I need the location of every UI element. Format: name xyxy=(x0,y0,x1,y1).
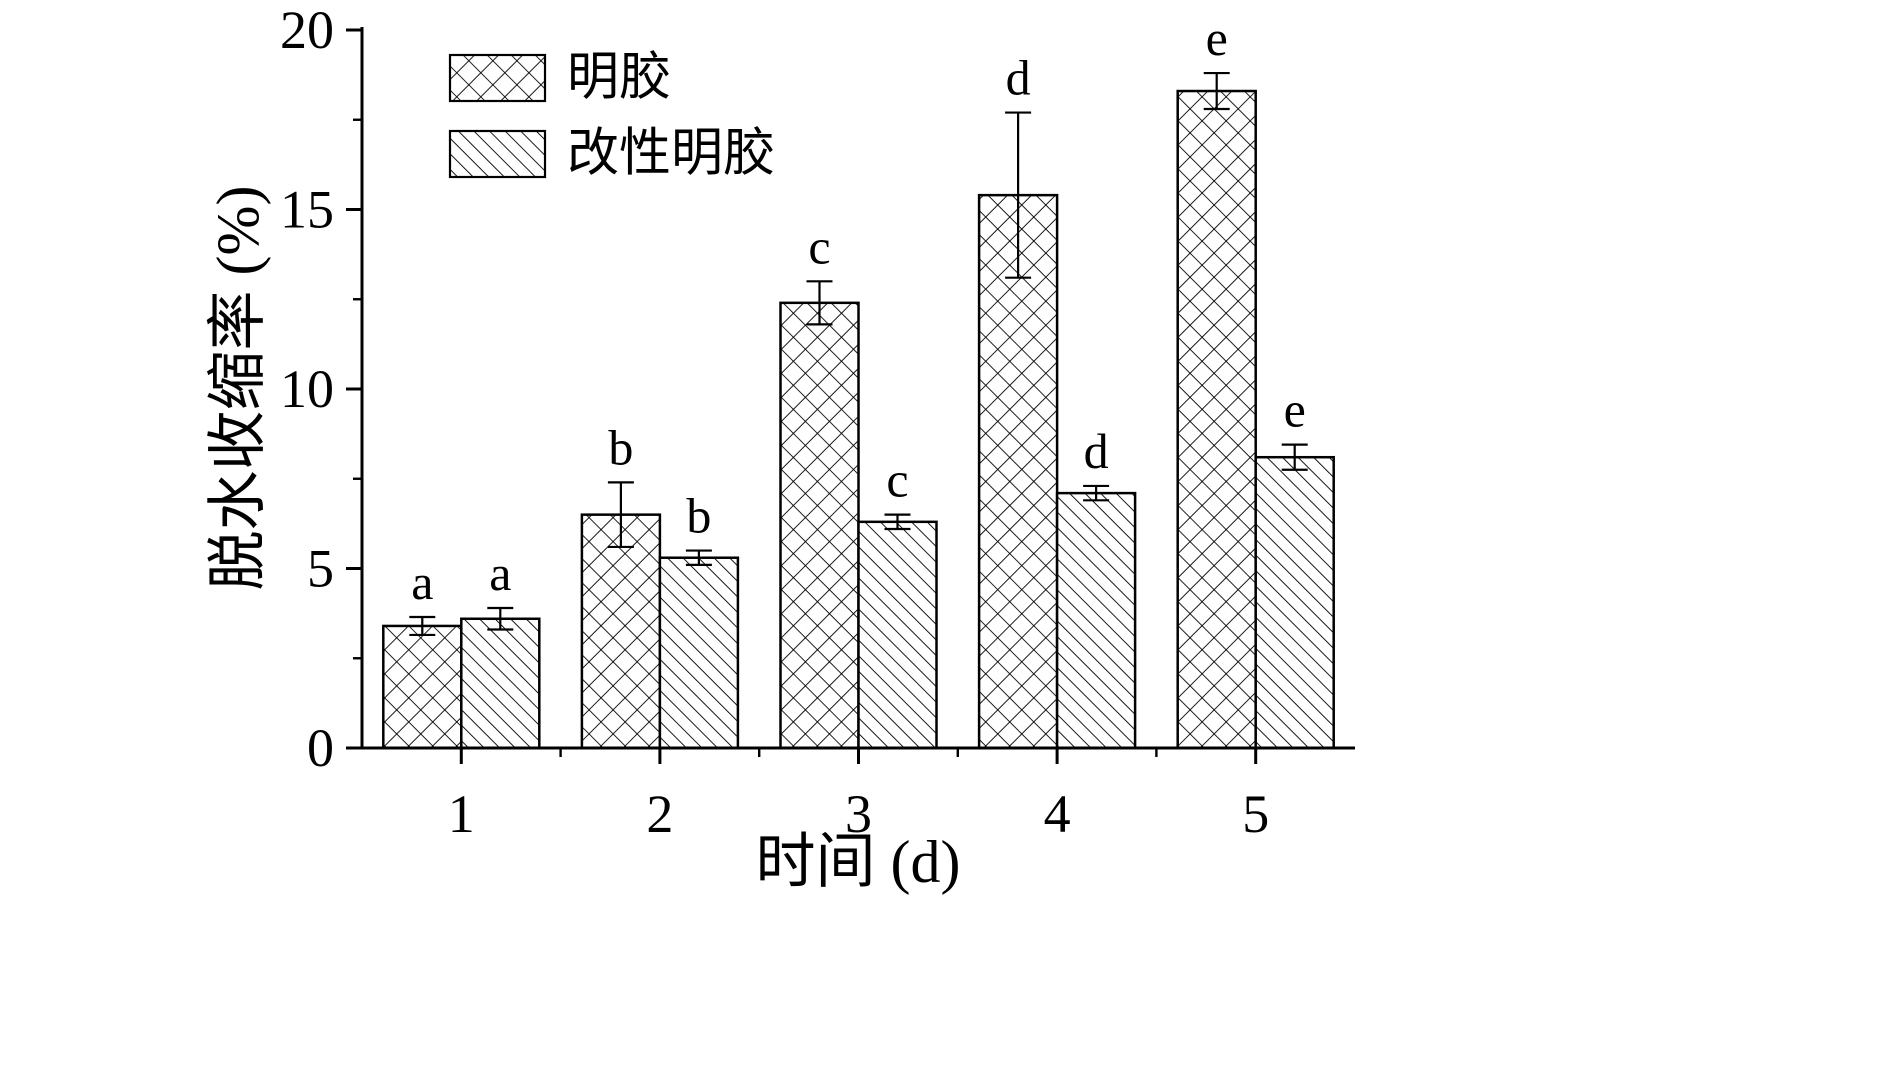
y-tick-label: 20 xyxy=(280,0,334,60)
legend-label-1: 明胶 xyxy=(567,50,671,107)
y-tick-label: 15 xyxy=(280,180,334,240)
bar-series2-group3 xyxy=(857,520,938,750)
x-tick-label: 1 xyxy=(448,784,475,844)
bar-series2-group1 xyxy=(460,617,541,750)
significance-letter: a xyxy=(489,545,511,601)
significance-letter: d xyxy=(1006,50,1031,106)
bar-series2-group5 xyxy=(1254,455,1335,750)
significance-letter: e xyxy=(1206,10,1228,66)
legend-swatch-1 xyxy=(448,53,547,103)
significance-letter: d xyxy=(1084,423,1109,479)
legend-swatch-2 xyxy=(448,129,547,179)
significance-letter: b xyxy=(686,488,711,544)
significance-letter: a xyxy=(411,554,433,610)
bar-series2-group4 xyxy=(1055,491,1137,750)
y-tick-label: 5 xyxy=(307,539,334,599)
x-tick-label: 4 xyxy=(1044,784,1071,844)
x-tick-label: 2 xyxy=(646,784,673,844)
x-axis-title: 时间 (d) xyxy=(755,829,961,895)
significance-letter: c xyxy=(808,218,830,274)
y-axis-title: 脱水收缩率 (%) xyxy=(205,185,271,591)
bar-series1-group4 xyxy=(977,193,1059,750)
x-tick-label: 3 xyxy=(845,784,872,844)
bar-series1-group1 xyxy=(382,624,463,750)
significance-letter: b xyxy=(608,419,633,475)
legend-label-2: 改性明胶 xyxy=(567,126,775,183)
bar-series1-group3 xyxy=(779,301,860,750)
x-tick-label: 5 xyxy=(1242,784,1269,844)
significance-letter: c xyxy=(886,452,908,508)
y-tick-label: 10 xyxy=(280,359,334,419)
significance-letter: e xyxy=(1284,382,1306,438)
y-tick-label: 0 xyxy=(307,718,334,778)
bar-series1-group2 xyxy=(580,513,662,750)
bar-series2-group2 xyxy=(658,556,740,750)
bar-series1-group5 xyxy=(1176,89,1257,750)
